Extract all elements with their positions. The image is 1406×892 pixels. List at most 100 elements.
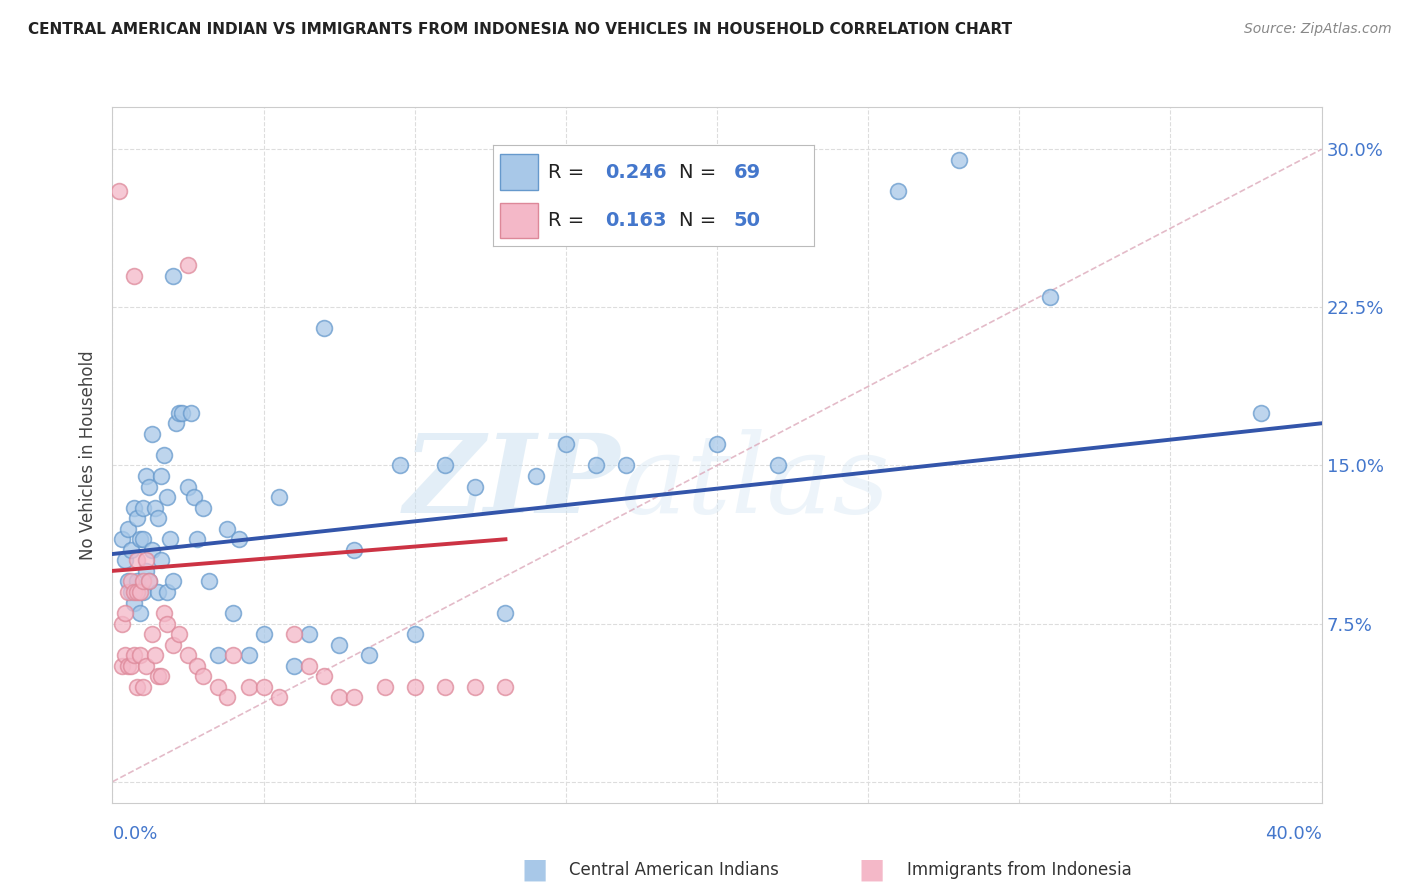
Point (117, 585, 139, 599)
Text: N =: N = (679, 211, 723, 230)
Point (132, 500, 155, 515)
Point (298, 658, 321, 673)
Point (138, 574, 160, 589)
Point (125, 574, 148, 589)
Point (128, 533, 150, 547)
Text: ■: ■ (859, 855, 884, 884)
Point (191, 500, 214, 515)
Point (314, 321, 336, 335)
Point (122, 268, 145, 283)
Point (228, 533, 250, 547)
Bar (499, 202, 538, 238)
Point (120, 585, 142, 599)
Text: Central American Indians: Central American Indians (569, 861, 779, 879)
Point (143, 500, 166, 515)
Point (433, 458, 456, 473)
Point (149, 469, 172, 483)
Point (464, 479, 486, 493)
Point (146, 669, 169, 683)
Point (120, 574, 142, 589)
Point (180, 406, 202, 420)
Point (117, 574, 139, 589)
Point (122, 500, 145, 515)
Point (222, 606, 245, 620)
Text: R =: R = (548, 211, 591, 230)
Text: CENTRAL AMERICAN INDIAN VS IMMIGRANTS FROM INDONESIA NO VEHICLES IN HOUSEHOLD CO: CENTRAL AMERICAN INDIAN VS IMMIGRANTS FR… (28, 22, 1012, 37)
Point (298, 627, 321, 641)
Point (1038, 290, 1062, 304)
Text: 69: 69 (734, 162, 761, 182)
Point (186, 533, 208, 547)
Point (766, 458, 789, 473)
Point (153, 606, 176, 620)
Point (198, 574, 221, 589)
Point (120, 658, 142, 673)
Point (141, 426, 163, 441)
Text: 0.0%: 0.0% (112, 825, 157, 843)
Point (162, 268, 184, 283)
Point (114, 648, 136, 663)
Point (132, 533, 155, 547)
Point (433, 680, 456, 694)
Point (110, 533, 132, 547)
Point (141, 542, 163, 557)
Point (149, 669, 172, 683)
Text: R =: R = (548, 162, 591, 182)
Point (616, 458, 638, 473)
Point (117, 658, 139, 673)
Text: ZIP: ZIP (404, 429, 620, 536)
Point (217, 522, 239, 536)
Point (207, 680, 229, 694)
Point (253, 627, 276, 641)
Point (135, 553, 157, 567)
Point (110, 658, 132, 673)
Text: ■: ■ (522, 855, 547, 884)
Point (132, 585, 155, 599)
Point (125, 511, 148, 525)
Point (585, 458, 607, 473)
Point (1250, 406, 1272, 420)
Point (495, 606, 517, 620)
Point (153, 448, 176, 462)
Point (125, 585, 148, 599)
Point (156, 585, 179, 599)
Text: N =: N = (679, 162, 723, 182)
Point (162, 638, 184, 652)
Point (165, 417, 187, 431)
Point (191, 669, 214, 683)
Point (222, 648, 245, 663)
Point (495, 680, 517, 694)
Point (135, 469, 157, 483)
Point (948, 153, 970, 167)
Point (887, 185, 910, 199)
Point (253, 680, 276, 694)
Point (141, 627, 163, 641)
Point (125, 553, 148, 567)
Bar (499, 154, 538, 190)
Point (706, 437, 728, 451)
Point (128, 585, 150, 599)
Point (217, 690, 239, 705)
Point (267, 490, 290, 504)
Point (122, 648, 145, 663)
Point (135, 658, 157, 673)
Point (328, 690, 350, 705)
Point (388, 458, 411, 473)
Point (138, 574, 160, 589)
Point (170, 406, 193, 420)
Text: Source: ZipAtlas.com: Source: ZipAtlas.com (1244, 22, 1392, 37)
Point (343, 690, 366, 705)
Point (156, 490, 179, 504)
Point (167, 406, 190, 420)
Point (343, 542, 366, 557)
Point (117, 522, 139, 536)
Point (135, 564, 157, 578)
Text: 0.163: 0.163 (606, 211, 666, 230)
Point (186, 658, 208, 673)
Point (162, 574, 184, 589)
Point (283, 658, 305, 673)
Point (267, 690, 290, 705)
Point (374, 680, 396, 694)
Point (404, 627, 426, 641)
Point (146, 585, 169, 599)
